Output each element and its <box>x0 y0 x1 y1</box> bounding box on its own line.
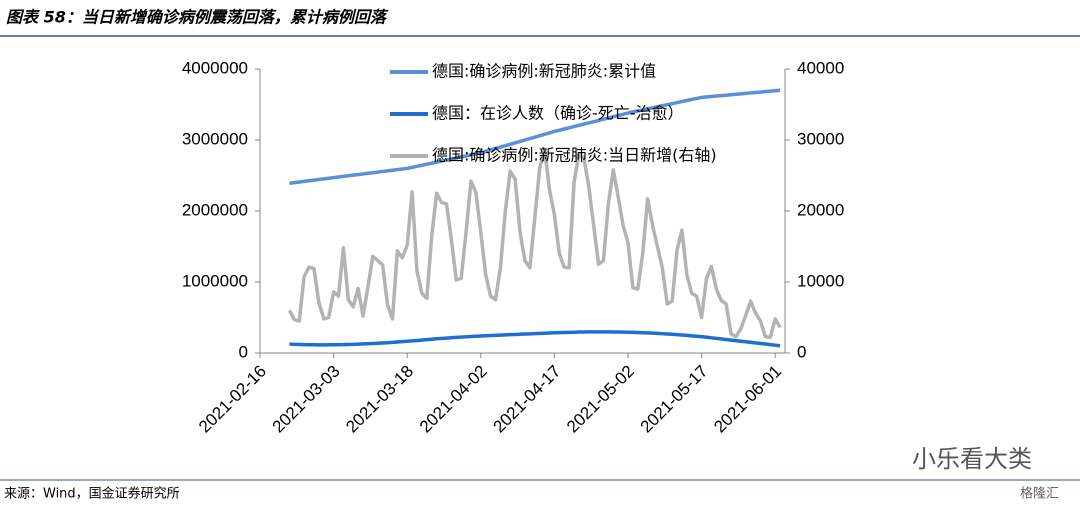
series-line <box>289 330 781 348</box>
watermark: 格隆汇 <box>1020 486 1059 502</box>
series-line <box>289 88 781 186</box>
y-tick-label: 3000000 <box>182 129 248 148</box>
y2-tick-label: 10000 <box>797 271 844 290</box>
x-tick-label: 2021-03-03 <box>269 362 344 437</box>
y-tick-label: 1000000 <box>182 271 248 290</box>
legend-label: 德国：在诊人数（确诊-死亡-治愈） <box>432 104 684 123</box>
chart-title: 图表 58：当日新增确诊病例震荡回落，累计病例回落 <box>6 8 389 27</box>
y2-tick-label: 0 <box>797 342 806 361</box>
source: 来源：Wind，国金证券研究所 <box>4 486 180 502</box>
legend-label: 德国:确诊病例:新冠肺炎:累计值 <box>432 62 656 81</box>
y2-tick-label: 40000 <box>797 58 844 77</box>
watermark: 小乐看大类 <box>912 445 1032 473</box>
series-line <box>287 147 782 340</box>
x-tick-label: 2021-06-01 <box>710 362 785 437</box>
x-tick-label: 2021-05-02 <box>563 362 638 437</box>
y2-tick-label: 30000 <box>797 129 844 148</box>
y-tick-label: 0 <box>239 342 248 361</box>
x-tick-label: 2021-04-17 <box>489 362 564 437</box>
x-tick-label: 2021-02-16 <box>195 362 270 437</box>
x-tick-label: 2021-05-17 <box>637 362 712 437</box>
y-tick-label: 4000000 <box>182 58 248 77</box>
x-tick-label: 2021-03-18 <box>342 362 417 437</box>
y-tick-label: 2000000 <box>182 200 248 219</box>
x-tick-label: 2021-04-02 <box>416 362 491 437</box>
legend-label: 德国:确诊病例:新冠肺炎:当日新增(右轴) <box>432 146 717 165</box>
y2-tick-label: 20000 <box>797 200 844 219</box>
